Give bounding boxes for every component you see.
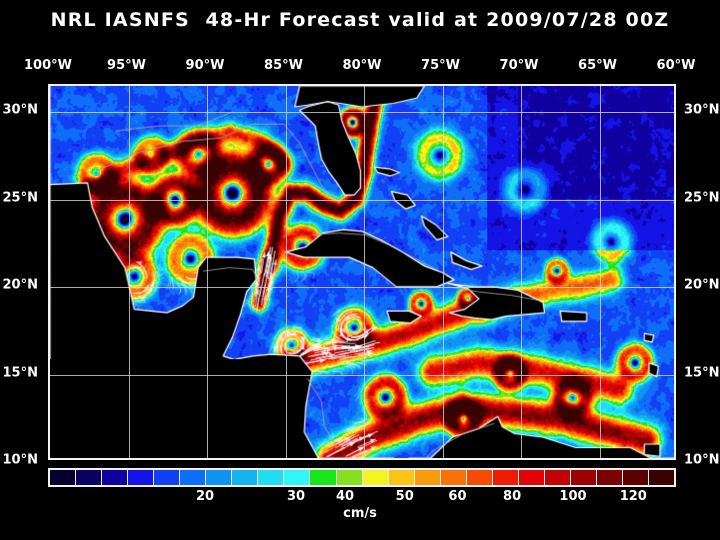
colorbar-cell — [623, 470, 650, 485]
colorbar-cell — [154, 470, 181, 485]
colorbar-cell — [518, 470, 545, 485]
colorbar-cell — [414, 470, 441, 485]
colorbar-cell — [570, 470, 597, 485]
lat-tick-label-left: 20°N — [2, 277, 38, 293]
lat-tick-label-right: 30°N — [684, 102, 720, 118]
colorbar-tick-label: 30 — [287, 489, 306, 504]
colorbar-tick-label: 80 — [503, 489, 522, 504]
colorbar-tick-label: 50 — [395, 489, 414, 504]
colorbar-cell — [440, 470, 467, 485]
colorbar-cell — [492, 470, 519, 485]
colorbar-cell — [649, 470, 675, 485]
colorbar-unit-label: cm/s — [343, 506, 377, 521]
current-speed-field — [50, 86, 674, 458]
colorbar-cell — [232, 470, 259, 485]
page-title: NRL IASNFS 48-Hr Forecast valid at 2009/… — [50, 9, 670, 31]
colorbar-tick-label: 60 — [448, 489, 467, 504]
colorbar-cell — [206, 470, 233, 485]
colorbar-cell — [362, 470, 389, 485]
lon-tick-label: 85°W — [264, 58, 303, 73]
colorbar-cell — [50, 470, 77, 485]
colorbar-cell — [596, 470, 624, 485]
lon-tick-label: 100°W — [24, 58, 72, 73]
colorbar[interactable] — [48, 468, 676, 487]
colorbar-cell — [310, 470, 337, 485]
colorbar-cell — [284, 470, 311, 485]
colorbar-tick-label: 120 — [619, 489, 647, 504]
colorbar-cell — [76, 470, 103, 485]
lat-tick-label-left: 25°N — [2, 190, 38, 206]
lon-tick-label: 90°W — [185, 58, 225, 73]
lat-tick-label-left: 30°N — [2, 102, 38, 118]
lat-tick-label-right: 25°N — [684, 190, 720, 206]
lon-tick-label: 65°W — [578, 58, 617, 73]
lon-tick-label: 80°W — [342, 58, 382, 73]
lon-tick-label: 75°W — [421, 58, 460, 73]
colorbar-cell — [128, 470, 155, 485]
lon-tick-label: 60°W — [656, 58, 696, 73]
colorbar-cell — [544, 470, 571, 485]
colorbar-cell — [102, 470, 129, 485]
colorbar-cell — [258, 470, 285, 485]
colorbar-tick-label: 100 — [559, 489, 587, 504]
lat-tick-label-left: 10°N — [2, 452, 38, 468]
lat-tick-label-right: 10°N — [684, 452, 720, 468]
lon-tick-label: 95°W — [107, 58, 146, 73]
colorbar-cell — [336, 470, 363, 485]
lon-tick-label: 70°W — [499, 58, 539, 73]
map-panel[interactable]: Surface Current 50 cm/s — [48, 84, 676, 460]
colorbar-cell — [180, 470, 207, 485]
colorbar-tick-label: 20 — [195, 489, 215, 504]
lat-tick-label-right: 20°N — [684, 277, 720, 293]
colorbar-cell — [466, 470, 493, 485]
lat-tick-label-left: 15°N — [2, 365, 38, 381]
colorbar-tick-label: 40 — [335, 489, 355, 504]
lat-tick-label-right: 15°N — [684, 365, 720, 381]
colorbar-cell — [388, 470, 415, 485]
